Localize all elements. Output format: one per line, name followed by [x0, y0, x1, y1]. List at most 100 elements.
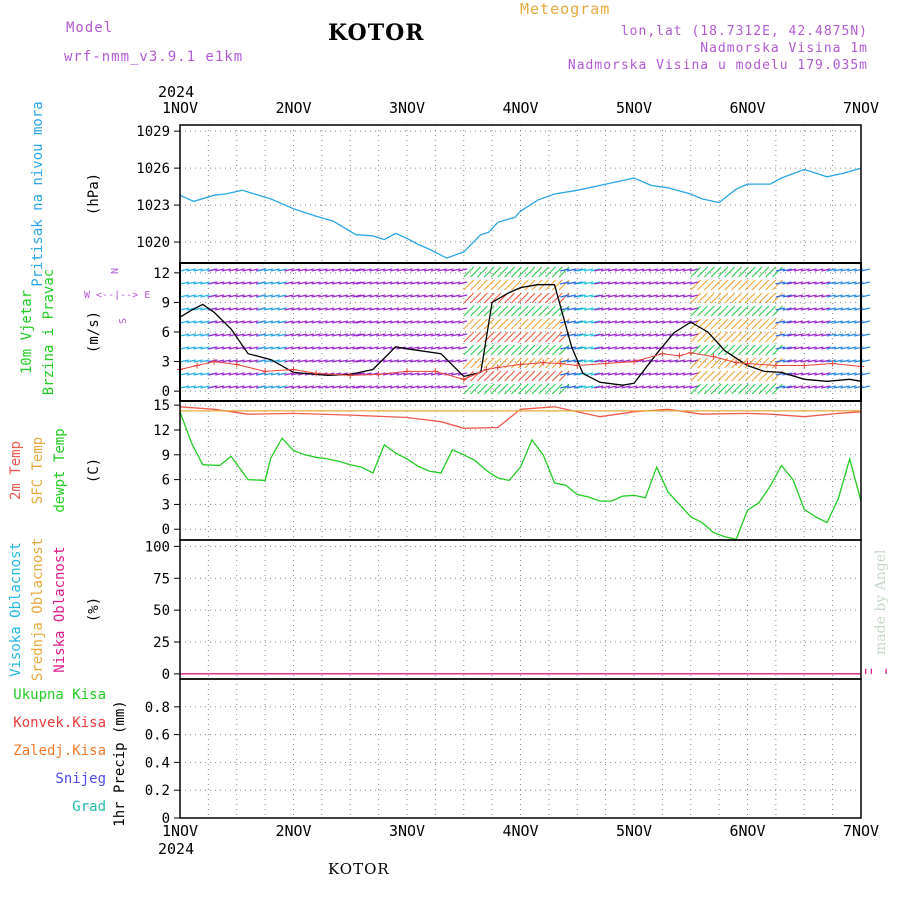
wind-barb: [235, 294, 245, 298]
wind-barb: [840, 268, 850, 272]
wind-barb: [318, 268, 328, 272]
wind-barb: [304, 281, 314, 285]
wind-barb: [490, 357, 502, 369]
wind-barb: [221, 372, 232, 376]
wind-barb: [291, 294, 301, 298]
wind-barb: [697, 370, 708, 382]
x-tick-label-bottom: 3NOV: [389, 822, 425, 840]
gust-marker: [460, 376, 467, 383]
wind-barb: [787, 268, 797, 272]
wind-barb: [463, 318, 475, 330]
panel-unit-label: (m/s): [86, 311, 102, 353]
wind-barb: [249, 307, 259, 311]
wind-barb: [383, 385, 393, 389]
wind-barb: [376, 307, 386, 311]
wind-barb: [235, 268, 245, 272]
wind-barb: [362, 307, 372, 311]
wind-barb: [710, 331, 722, 343]
wind-barb: [690, 279, 702, 291]
footer-city: KOTOR: [328, 860, 390, 878]
wind-barb: [800, 359, 810, 363]
wind-barb: [758, 305, 770, 317]
wind-barb: [403, 333, 413, 337]
wind-barb: [558, 266, 570, 278]
gust-marker: [829, 360, 836, 367]
wind-barb: [362, 281, 372, 285]
wind-barb: [193, 307, 203, 311]
panel-side-label: Srednja Oblacnost: [30, 538, 46, 681]
wind-barb: [538, 305, 550, 317]
wind-barb: [847, 372, 857, 376]
wind-barb: [821, 359, 831, 363]
wind-barb: [270, 333, 280, 337]
wind-barb: [782, 320, 792, 324]
wind-barb: [242, 385, 252, 389]
wind-barb: [772, 318, 783, 330]
wind-barb: [249, 281, 259, 285]
wind-barb: [444, 385, 454, 389]
wind-barb: [662, 346, 672, 350]
model-elevation-text: Nadmorska Visina u modelu 179.035m: [567, 58, 868, 73]
wind-barb: [215, 294, 225, 298]
wind-barb: [311, 307, 321, 311]
wind-barb: [457, 385, 468, 389]
wind-barb: [490, 318, 502, 330]
wind-barb: [724, 383, 736, 395]
wind-barb: [710, 305, 722, 317]
wind-barb: [490, 344, 502, 356]
wind-barb: [697, 292, 708, 304]
wind-barb: [614, 372, 624, 376]
wind-barb: [497, 279, 509, 291]
wind-barb: [590, 372, 601, 376]
wind-barb: [504, 318, 515, 330]
wind-barb: [717, 344, 729, 356]
wind-barb: [396, 372, 406, 376]
wind-barb: [648, 320, 658, 324]
wind-barb: [497, 370, 509, 382]
wind-barb: [765, 305, 777, 317]
wind-barb: [284, 320, 294, 324]
wind-barb: [297, 346, 308, 350]
wind-barb: [297, 281, 308, 285]
wind-barb: [430, 268, 440, 272]
wind-barb: [689, 294, 699, 298]
wind-barb: [583, 320, 594, 324]
wind-barb: [270, 359, 280, 363]
wind-barb: [690, 266, 702, 278]
panel-side-label: SFC Temp: [30, 437, 46, 504]
wind-barb: [682, 385, 692, 389]
wind-barb: [744, 279, 756, 291]
wind-barb: [470, 383, 481, 395]
wind-barb: [814, 268, 824, 272]
wind-barb: [628, 333, 638, 337]
wind-barb: [497, 331, 509, 343]
wind-barb: [511, 357, 522, 369]
wind-barb: [682, 359, 692, 363]
wind-barb: [594, 307, 604, 311]
wind-barb: [560, 268, 570, 272]
wind-barb: [682, 333, 692, 337]
wind-barb: [511, 292, 522, 304]
wind-barb: [621, 359, 631, 363]
wind-barb: [577, 359, 587, 363]
wind-barb: [793, 294, 804, 298]
x-tick-label-top: 4NOV: [502, 99, 538, 117]
wind-barb: [782, 385, 792, 389]
wind-barb: [628, 372, 638, 376]
wind-barb: [635, 372, 645, 376]
wind-barb: [270, 372, 280, 376]
wind-barb: [731, 266, 742, 278]
wind-barb: [821, 372, 831, 376]
year-label-bottom: 2024: [158, 840, 194, 858]
wind-barb: [311, 359, 321, 363]
wind-barb: [807, 346, 817, 350]
wind-barb: [249, 294, 259, 298]
wind-barb: [345, 294, 355, 298]
wind-barb: [297, 294, 308, 298]
wind-barb: [566, 307, 577, 311]
wind-barb: [607, 333, 618, 337]
wind-barb: [383, 281, 393, 285]
gust-marker: [494, 364, 501, 371]
wind-barb: [621, 307, 631, 311]
wind-barb: [430, 346, 440, 350]
